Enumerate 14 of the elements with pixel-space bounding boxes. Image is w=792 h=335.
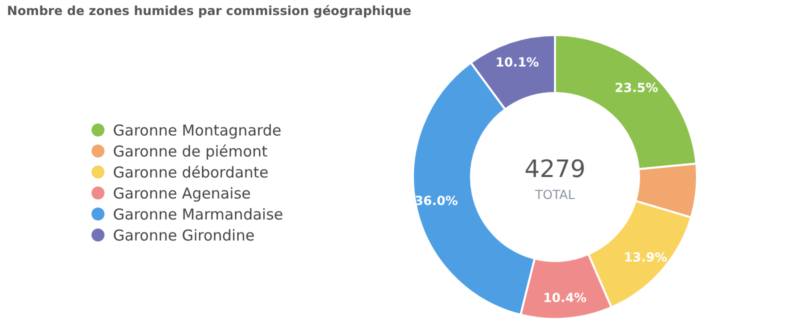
legend-label: Garonne débordante	[113, 163, 269, 182]
legend-label: Garonne Montagnarde	[113, 121, 282, 140]
data-label: 23.5%	[614, 80, 659, 95]
legend-label: Garonne Agenaise	[113, 184, 251, 202]
data-label: 10.4%	[543, 290, 588, 305]
legend-label: Garonne Marmandaise	[113, 205, 284, 224]
chart-title: Nombre de zones humides par commission géographique	[7, 3, 412, 18]
data-label: 10.1%	[496, 54, 540, 70]
data-label: 36.0%	[414, 192, 458, 208]
legend-label: Garonne de piémont	[113, 142, 268, 160]
text: 4279	[524, 155, 586, 183]
text: TOTAL	[534, 187, 575, 202]
legend-label: Garonne Girondine	[113, 226, 255, 244]
data-label: 13.9%	[624, 250, 668, 265]
